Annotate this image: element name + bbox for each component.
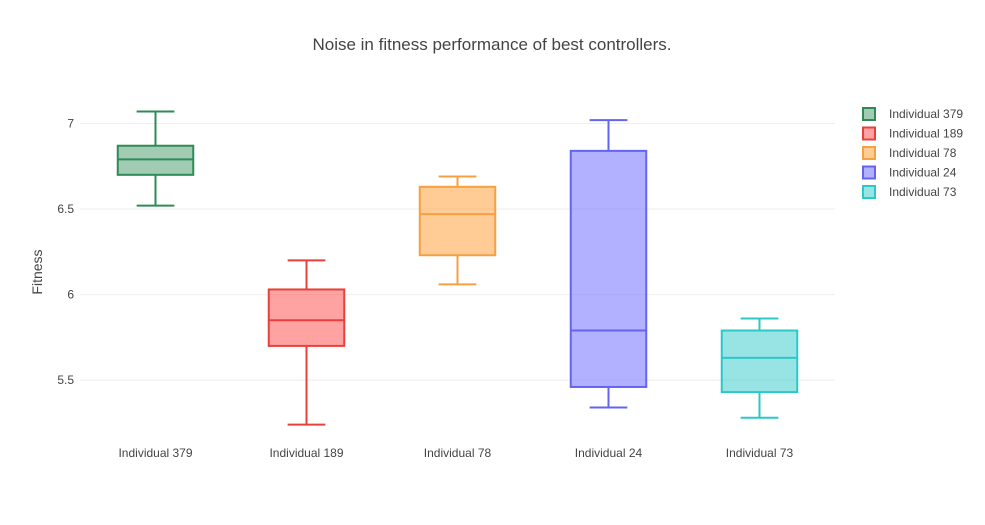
legend-label: Individual 73 xyxy=(889,185,957,199)
legend-label: Individual 379 xyxy=(889,107,963,121)
y-tick-label: 6 xyxy=(67,288,74,302)
box-3[interactable] xyxy=(418,175,497,286)
legend-label: Individual 78 xyxy=(889,146,957,160)
y-axis-title: Fitness xyxy=(29,249,45,294)
legend-item[interactable]: Individual 24 xyxy=(862,165,957,180)
legend[interactable]: Individual 379 Individual 189 Individual 7… xyxy=(862,107,963,199)
box-4[interactable] xyxy=(569,119,648,409)
legend-swatch xyxy=(862,126,876,141)
x-axis-ticks: Individual 379 Individual 189 Individual 7… xyxy=(118,446,793,460)
y-axis-ticks: 5.5 6 6.5 7 xyxy=(57,116,74,387)
box-plots xyxy=(116,110,799,426)
box-2[interactable] xyxy=(267,259,346,426)
x-tick-label: Individual 24 xyxy=(575,446,643,460)
legend-item[interactable]: Individual 189 xyxy=(862,126,963,141)
legend-swatch xyxy=(862,165,876,180)
iqr-box xyxy=(267,288,346,347)
x-tick-label: Individual 73 xyxy=(726,446,794,460)
iqr-box xyxy=(569,149,648,388)
chart-title: Noise in fitness performance of best con… xyxy=(312,35,671,54)
iqr-box xyxy=(720,329,799,394)
legend-swatch xyxy=(862,146,876,160)
x-tick-label: Individual 189 xyxy=(269,446,343,460)
legend-label: Individual 189 xyxy=(889,127,963,141)
x-tick-label: Individual 78 xyxy=(424,446,492,460)
legend-item[interactable]: Individual 379 xyxy=(862,107,963,121)
legend-swatch xyxy=(862,185,876,199)
box-1[interactable] xyxy=(116,110,195,207)
legend-label: Individual 24 xyxy=(889,166,957,180)
box-5[interactable] xyxy=(720,317,799,419)
x-tick-label: Individual 379 xyxy=(118,446,192,460)
y-tick-label: 5.5 xyxy=(57,373,74,387)
legend-swatch xyxy=(862,107,876,121)
y-tick-label: 6.5 xyxy=(57,202,74,216)
legend-item[interactable]: Individual 78 xyxy=(862,146,957,160)
legend-item[interactable]: Individual 73 xyxy=(862,185,957,199)
y-tick-label: 7 xyxy=(67,116,74,130)
iqr-box xyxy=(418,185,497,257)
